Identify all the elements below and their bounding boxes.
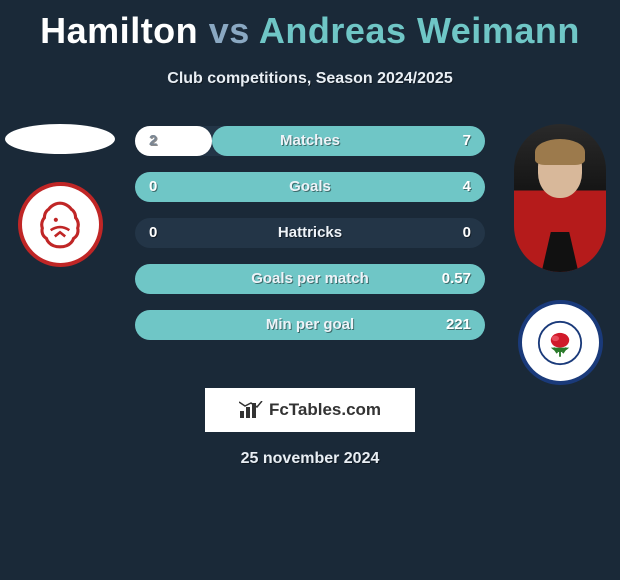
stat-bar: 2 Matches 7 [135,126,485,156]
player2-name: Andreas Weimann [259,10,580,51]
bar-fill-right [212,126,485,156]
stat-label: Goals [289,172,331,202]
stat-label: Hattricks [278,218,342,248]
stat-bar: 0 Goals 4 [135,172,485,202]
stat-value-left: 0 [149,172,157,202]
stats-bars: 2 Matches 7 0 Goals 4 0 Hattricks 0 Goals per mat… [135,126,485,340]
bar-fill-left [135,126,212,156]
stat-value-right: 4 [463,172,471,202]
date-label: 25 november 2024 [0,450,620,468]
attribution-badge: FcTables.com [205,388,415,432]
comparison-content: 2 Matches 7 0 Goals 4 0 Hattricks 0 Goals per mat… [0,126,620,340]
stat-value-left: 2 [149,126,157,156]
player2-club-badge [518,300,603,385]
stat-bar: Goals per match 0.57 [135,264,485,294]
player1-name: Hamilton [40,10,198,51]
stat-bar: Min per goal 221 [135,310,485,340]
middlesbrough-crest-icon [34,199,86,251]
subtitle: Club competitions, Season 2024/2025 [0,70,620,88]
bar-chart-icon [239,401,263,419]
stat-label: Matches [280,126,340,156]
player2-photo [514,124,606,272]
player1-club-badge [18,182,103,267]
player1-image-placeholder [5,124,115,154]
stat-value-right: 221 [446,310,471,340]
page-title: Hamilton vs Andreas Weimann [0,0,620,52]
blackburn-crest-icon [537,320,583,366]
stat-label: Min per goal [266,310,354,340]
stat-value-right: 7 [463,126,471,156]
stat-value-left: 0 [149,218,157,248]
right-player-column [505,126,615,385]
attribution-text: FcTables.com [269,400,381,420]
stat-value-right: 0 [463,218,471,248]
left-player-column [5,126,115,267]
vs-separator: vs [209,10,250,51]
stat-label: Goals per match [251,264,369,294]
stat-bar: 0 Hattricks 0 [135,218,485,248]
stat-value-right: 0.57 [442,264,471,294]
